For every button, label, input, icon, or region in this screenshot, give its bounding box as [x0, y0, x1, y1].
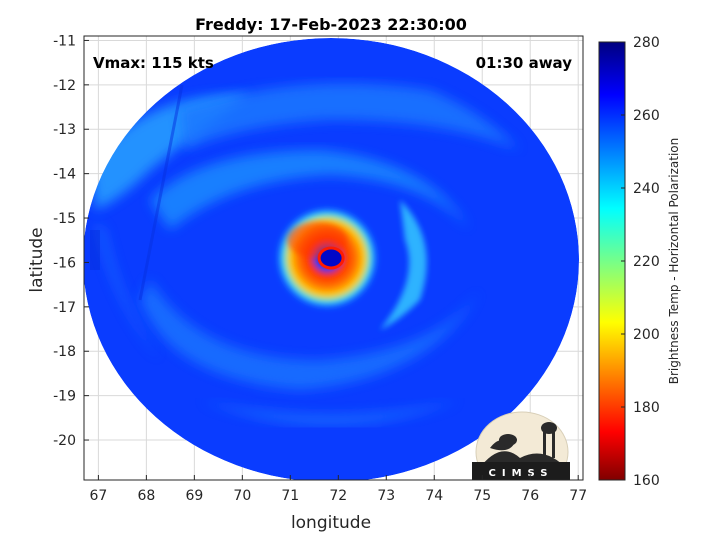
y-axis-label: latitude: [27, 227, 47, 292]
colorbar-tick-label: 160: [633, 473, 660, 489]
x-axis: 67 68 69 70 71 72 73 74 75 76 77: [89, 475, 587, 504]
vmax-label: Vmax: 115 kts: [93, 54, 214, 72]
y-axis: -11 -12 -13 -14 -15 -16 -17 -18 -19 -20: [53, 33, 89, 449]
eyewall: [275, 206, 380, 310]
storm-eye: [317, 246, 345, 270]
axes-frame: [83, 35, 584, 481]
time-offset-label: 01:30 away: [476, 54, 573, 72]
microwave-image: CIMSS: [84, 38, 579, 480]
x-tick-label: 77: [569, 488, 587, 504]
swath-seam: [138, 84, 184, 301]
y-tick-label: -17: [53, 300, 76, 316]
x-tick-label: 76: [521, 488, 539, 504]
y-tick-label: -11: [53, 33, 76, 49]
dark-band-northwest: [90, 230, 100, 270]
rainband-east: [380, 200, 427, 330]
colorbar-gradient: [598, 41, 626, 481]
plot-area: CIMSS 67 68 69 70 71 72 73 74 75 76 77 -11-12-13-1…: [53, 33, 587, 504]
colorbar: 160 180 200 220 240 260 280 Brightness Temp - …: [598, 35, 681, 489]
rainband-spiral-1: [150, 150, 470, 230]
x-tick-label: 70: [233, 488, 251, 504]
y-tick-label: -12: [53, 78, 76, 94]
y-tick-label: -20: [53, 433, 76, 449]
x-tick-label: 67: [89, 488, 107, 504]
x-axis-label: longitude: [291, 513, 371, 533]
rainband-north: [180, 83, 520, 150]
logo-text: CIMSS: [489, 468, 554, 479]
x-tick-label: 69: [185, 488, 203, 504]
rainband-spiral-2: [140, 280, 480, 390]
colorbar-label: Brightness Temp - Horizontal Polarizatio…: [667, 138, 681, 385]
x-tick-label: 68: [137, 488, 155, 504]
y-tick-label: -14: [53, 167, 76, 183]
x-tick-label: 73: [377, 488, 395, 504]
y-tick-label: -16: [53, 255, 76, 271]
y-tick-label: -19: [53, 389, 76, 405]
y-tick-label: -15: [53, 211, 76, 227]
colorbar-tick-label: 180: [633, 400, 660, 416]
chart-title: Freddy: 17-Feb-2023 22:30:00: [195, 15, 467, 34]
y-tick-label: -13: [53, 122, 76, 138]
x-tick-label: 72: [329, 488, 347, 504]
colorbar-tick-label: 240: [633, 181, 660, 197]
cimss-logo: CIMSS: [472, 411, 570, 480]
x-tick-label: 71: [281, 488, 299, 504]
colorbar-tick-label: 260: [633, 108, 660, 124]
rainband-west: [95, 220, 160, 360]
colorbar-tick-label: 280: [633, 35, 660, 51]
y-tick-label: -18: [53, 344, 76, 360]
x-tick-label: 75: [473, 488, 491, 504]
rainband-south: [200, 400, 460, 425]
colorbar-tick-label: 220: [633, 254, 660, 270]
colorbar-tick-label: 200: [633, 327, 660, 343]
colorbar-ticks: 160 180 200 220 240 260 280: [621, 35, 660, 489]
x-tick-label: 74: [425, 488, 443, 504]
